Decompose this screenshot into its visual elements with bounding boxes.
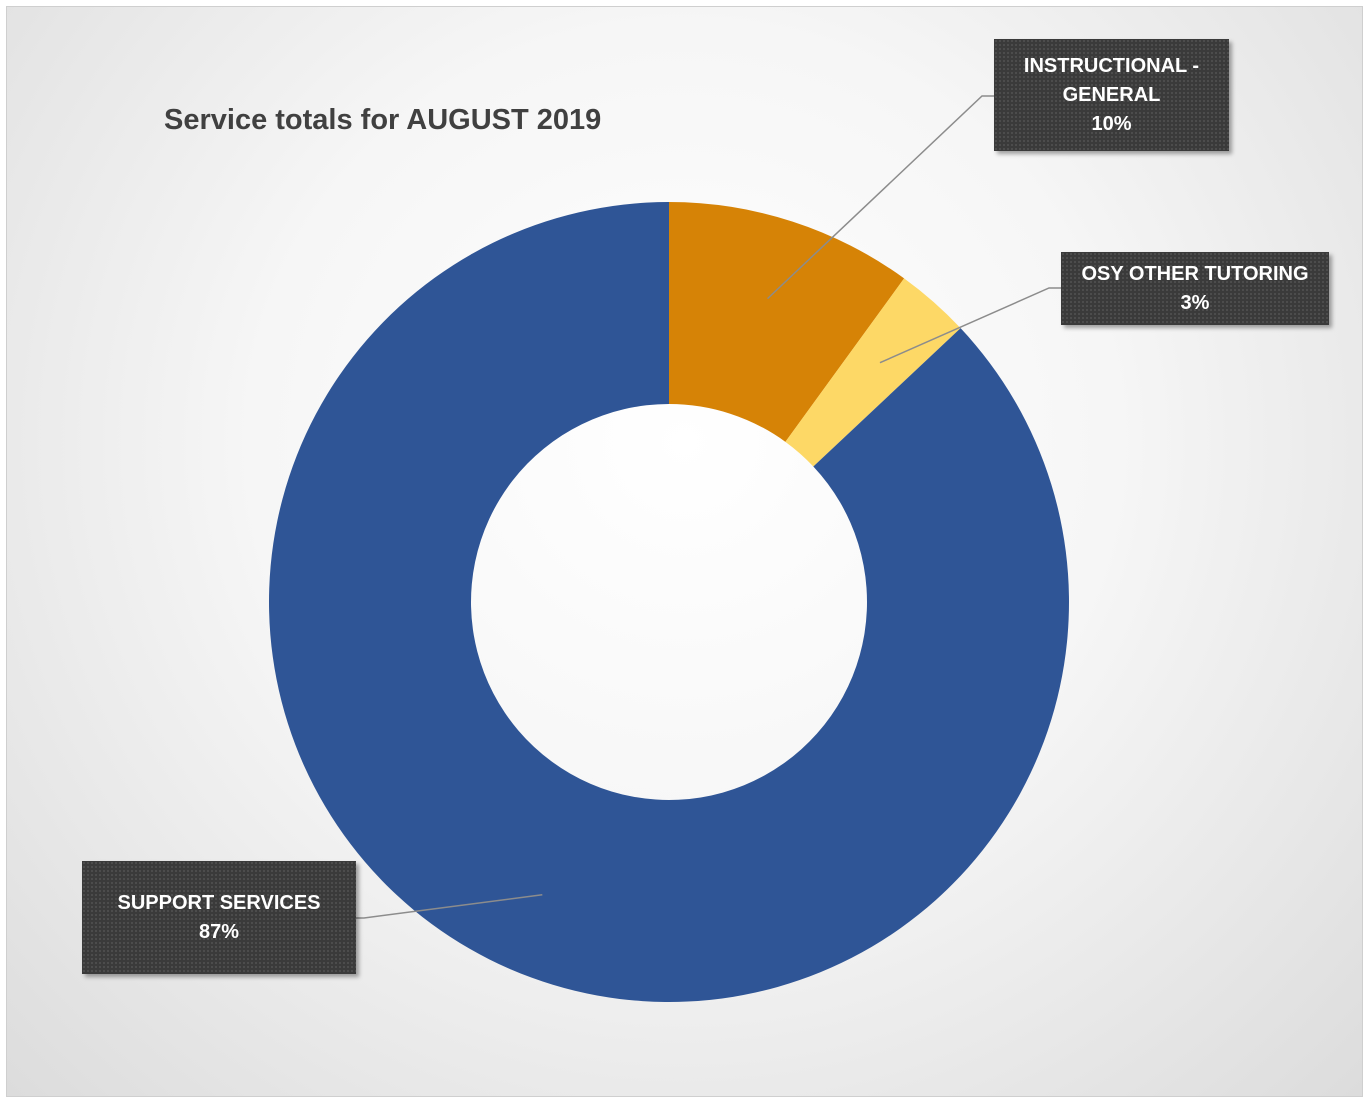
chart-title: Service totals for AUGUST 2019	[164, 104, 602, 136]
leader-line-osy-other-tutoring	[879, 287, 1061, 364]
data-label-support-services-value: 87%	[198, 920, 240, 943]
leader-line-instructional-general	[767, 95, 994, 300]
slice-instructional-general	[669, 202, 905, 442]
data-label-osy-other-tutoring-category: OSY OTHER TUTORING	[1081, 262, 1309, 285]
data-label-instructional-general-value: 10%	[1091, 112, 1132, 135]
slice-support-services	[268, 202, 1069, 1002]
data-label-osy-other-tutoring: OSY OTHER TUTORING 3%	[1061, 252, 1329, 325]
data-label-support-services: SUPPORT SERVICES 87%	[82, 861, 356, 974]
data-label-instructional-general: INSTRUCTIONAL - GENERAL 10%	[994, 39, 1229, 151]
data-label-support-services-category: SUPPORT SERVICES	[117, 891, 321, 914]
slice-osy-other-tutoring	[785, 278, 961, 467]
leader-line-support-services	[356, 894, 543, 919]
data-label-osy-other-tutoring-value: 3%	[1180, 291, 1210, 314]
data-label-instructional-general-category: INSTRUCTIONAL - GENERAL	[1023, 54, 1200, 106]
